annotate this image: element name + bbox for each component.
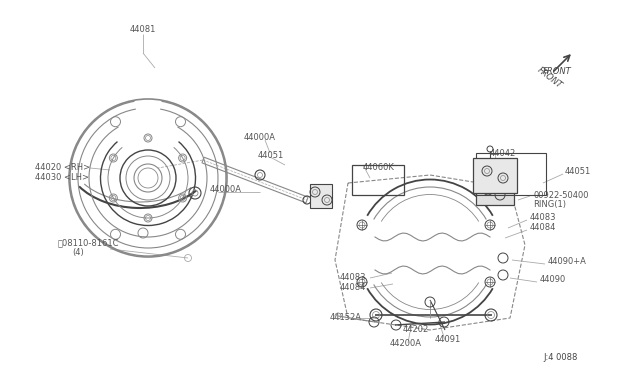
Text: 44081: 44081 (130, 26, 156, 35)
Text: 44051: 44051 (565, 167, 591, 176)
Text: FRONT: FRONT (543, 67, 572, 77)
Text: Ⓑ08110-8161C: Ⓑ08110-8161C (58, 238, 120, 247)
Bar (310, 184, 332, 208)
Text: 44090+A: 44090+A (548, 257, 587, 266)
Text: 44083: 44083 (530, 214, 557, 222)
Text: 44051: 44051 (258, 151, 284, 160)
Text: 44020 <RH>: 44020 <RH> (35, 164, 90, 173)
Bar (476, 153, 546, 195)
Text: 44084: 44084 (530, 224, 556, 232)
Bar (473, 158, 517, 193)
Text: 44000A: 44000A (244, 132, 276, 141)
Text: 44090: 44090 (540, 276, 566, 285)
Text: RING(1): RING(1) (533, 199, 566, 208)
Text: (4): (4) (72, 247, 84, 257)
Text: 44091: 44091 (435, 336, 461, 344)
Text: J:4 0088: J:4 0088 (543, 353, 577, 362)
Text: 44200A: 44200A (390, 339, 422, 347)
Text: 44152A: 44152A (330, 314, 362, 323)
Text: 44084: 44084 (340, 282, 366, 292)
Bar (476, 177, 514, 205)
Text: 44000A: 44000A (210, 186, 242, 195)
Text: 44030 <LH>: 44030 <LH> (35, 173, 89, 182)
Text: 44060K: 44060K (363, 164, 395, 173)
Text: 44083: 44083 (340, 273, 367, 282)
Bar (352, 165, 404, 195)
Text: 44042: 44042 (490, 148, 516, 157)
Text: 00922-50400: 00922-50400 (533, 190, 589, 199)
Text: FRONT: FRONT (536, 65, 564, 90)
Text: 44202: 44202 (403, 326, 429, 334)
